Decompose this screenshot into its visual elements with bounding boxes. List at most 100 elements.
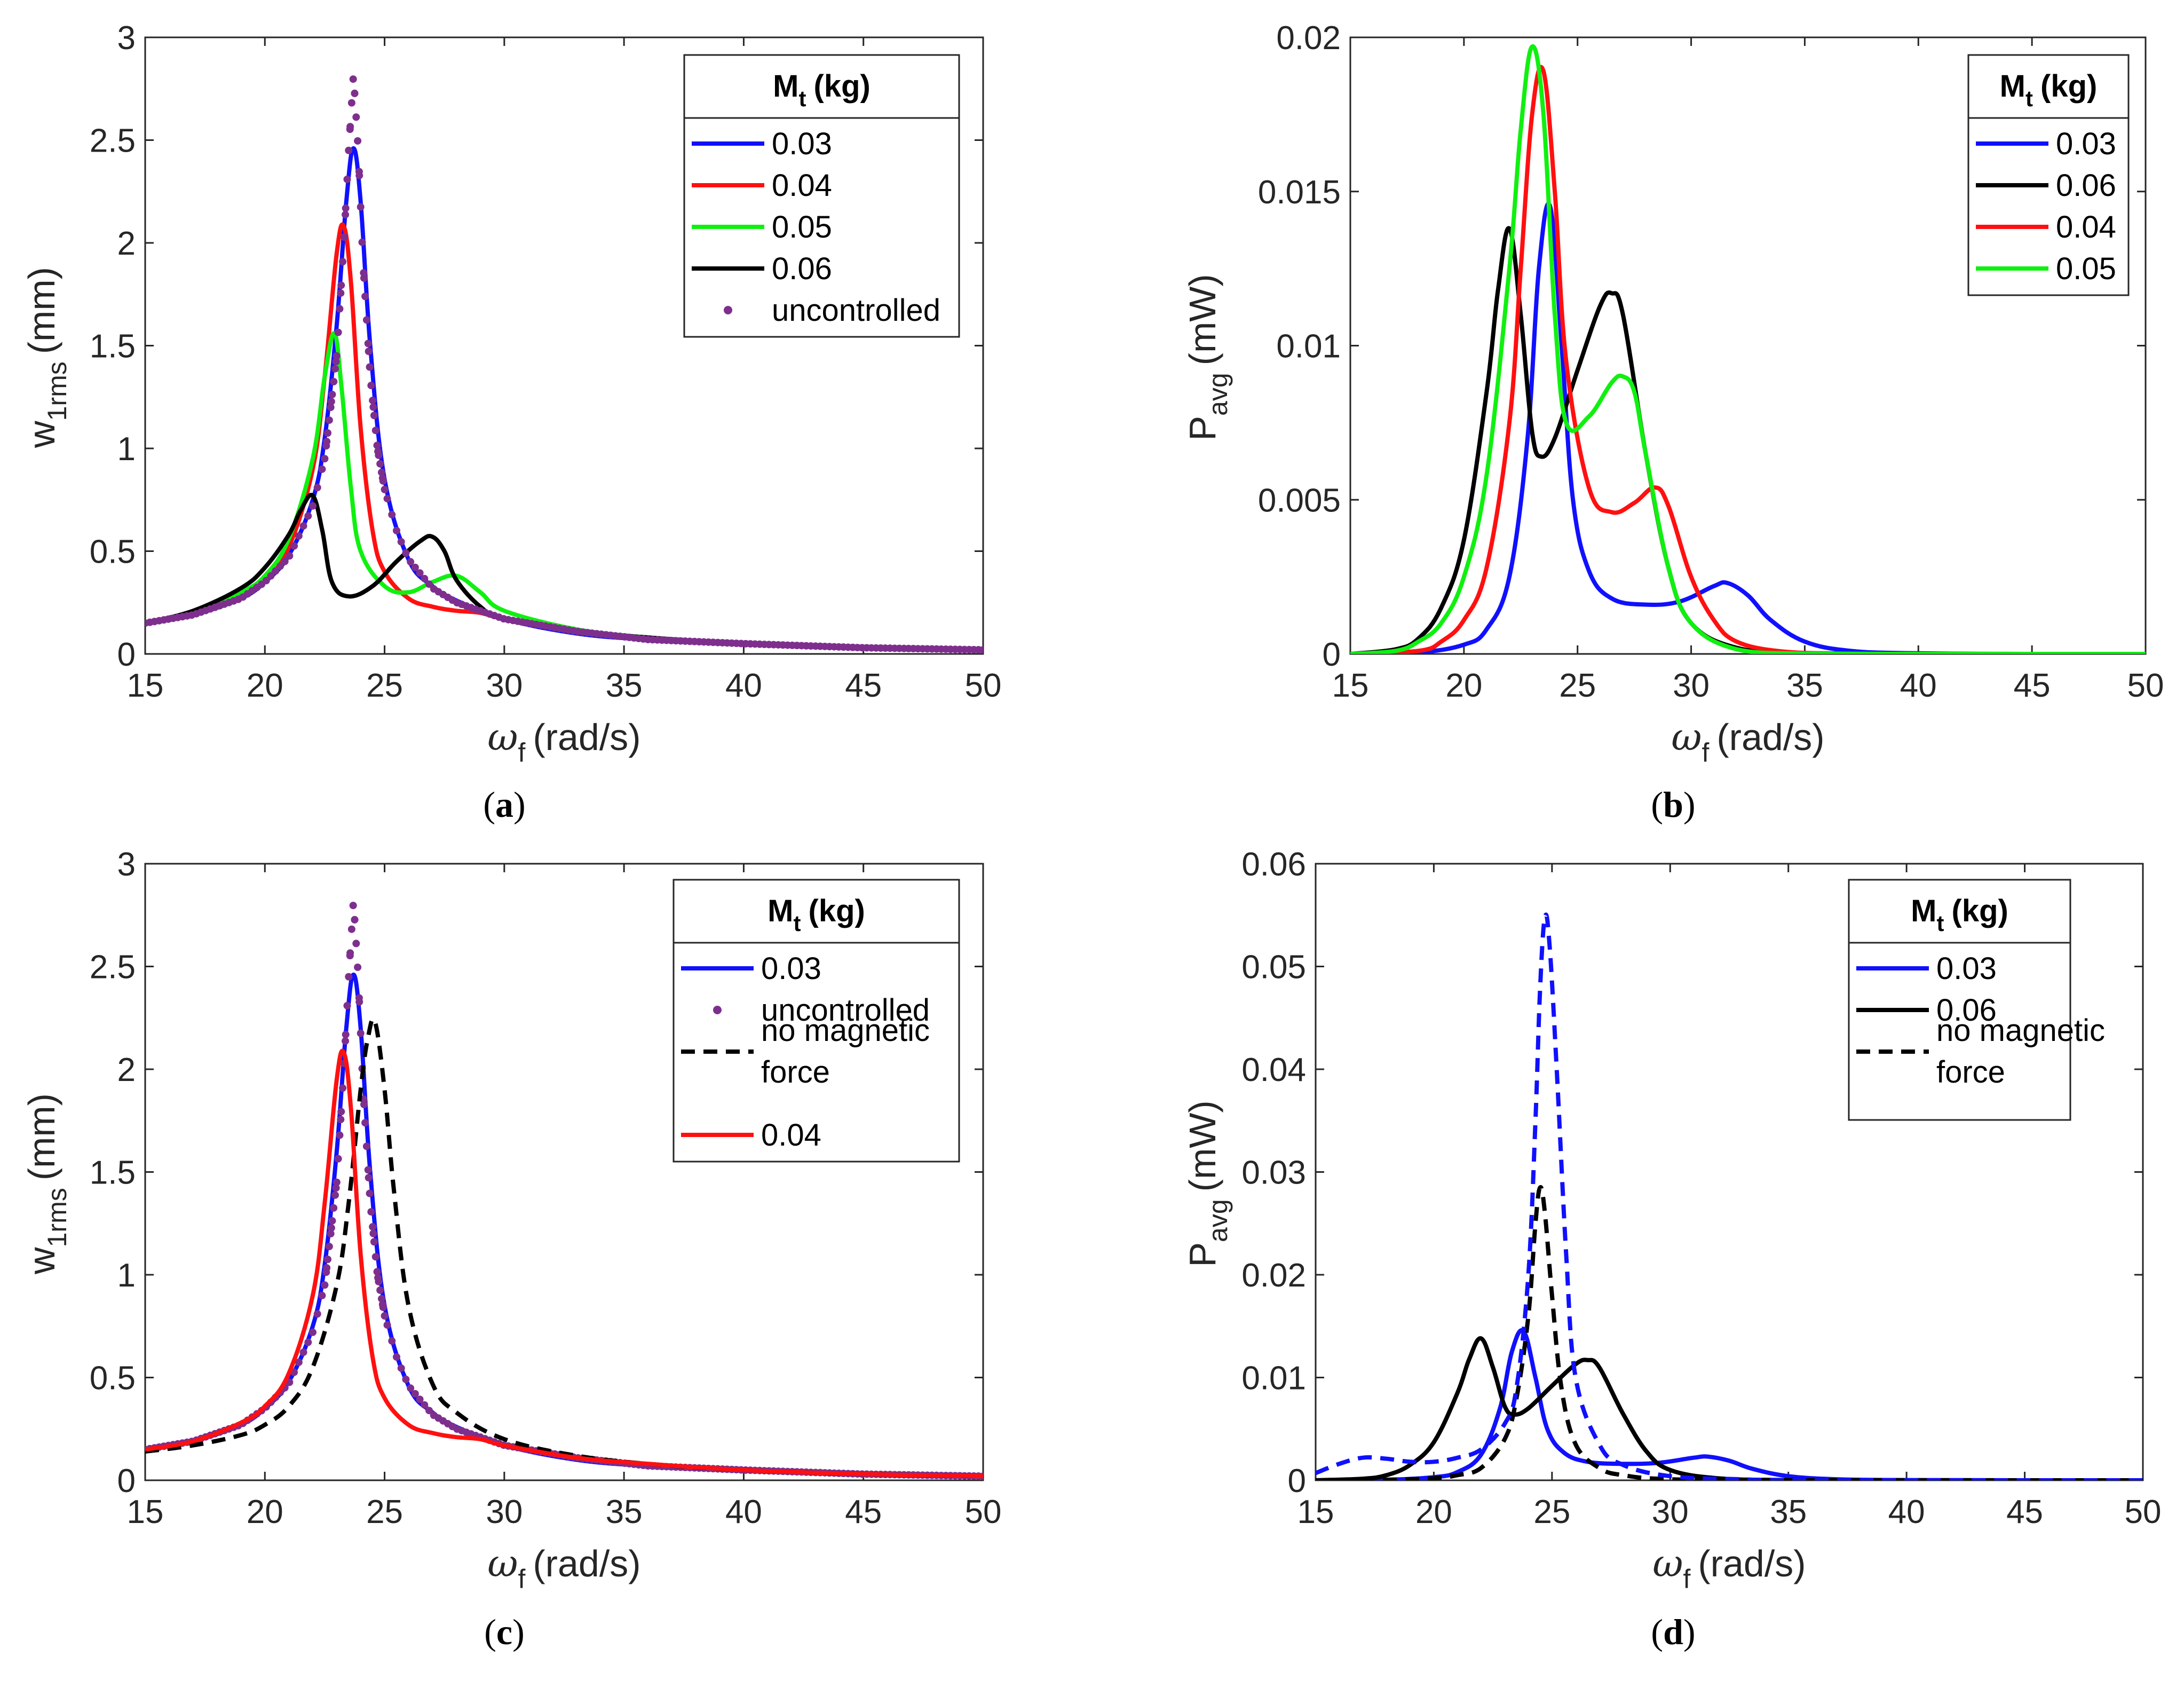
series-line-0.04: [145, 1048, 983, 1479]
legend-label: no magnetic: [761, 1013, 930, 1048]
data-point: [313, 484, 321, 492]
x-tick-label: 30: [486, 1494, 523, 1530]
x-tick-label: 40: [1900, 667, 1937, 704]
x-tick-label: 35: [606, 667, 643, 704]
data-point: [304, 512, 312, 520]
data-point: [358, 238, 366, 246]
legend-title: Mt (kg): [767, 894, 865, 936]
data-point: [407, 558, 415, 566]
x-tick-label: 50: [965, 1494, 1002, 1530]
legend-label: 0.04: [761, 1118, 821, 1153]
legend-label: 0.06: [1936, 993, 1997, 1028]
data-point: [322, 1268, 330, 1276]
legend-title: Mt (kg): [773, 69, 871, 111]
data-point: [330, 1204, 338, 1212]
legend-label: no magnetic: [1936, 1013, 2105, 1048]
x-tick-label: 15: [1332, 667, 1369, 704]
data-point: [411, 563, 419, 571]
data-point: [342, 1037, 350, 1045]
data-point: [328, 390, 336, 398]
data-point: [365, 348, 373, 356]
x-tick-label: 50: [2125, 1494, 2162, 1530]
y-tick-label: 2: [117, 225, 136, 262]
legend-label: 0.03: [772, 127, 832, 161]
data-point: [376, 1286, 384, 1294]
data-point: [290, 542, 298, 550]
data-point: [337, 281, 345, 289]
data-point: [346, 949, 354, 957]
data-point: [272, 567, 280, 575]
data-point: [357, 203, 365, 211]
series-line-extra-0: [1316, 912, 2143, 1480]
x-tick-label: 25: [366, 667, 403, 704]
x-tick-label: 30: [1652, 1494, 1689, 1530]
x-tick-label: 20: [1415, 1494, 1452, 1530]
legend: Mt (kg) 0.03 0.04 0.05 0.06 uncontrolled: [683, 54, 960, 338]
legend-box: [672, 879, 960, 1163]
data-point: [313, 1310, 321, 1318]
data-point: [354, 963, 362, 971]
data-point: [309, 1328, 316, 1336]
panel-caption: (a): [483, 784, 525, 825]
x-tick-label: 30: [486, 667, 523, 704]
data-point: [327, 1224, 335, 1232]
x-tick-label: 45: [845, 1494, 882, 1530]
x-tick-label: 15: [127, 1494, 164, 1530]
data-point: [367, 1208, 375, 1216]
data-point: [337, 289, 345, 297]
data-point: [343, 1001, 351, 1009]
x-tick-label: 45: [845, 667, 882, 704]
data-point: [393, 1353, 400, 1361]
data-point: [340, 233, 348, 241]
data-point: [411, 1390, 419, 1398]
data-point: [345, 146, 353, 154]
legend-box: [1967, 54, 2130, 296]
data-point: [324, 1256, 332, 1264]
data-point: [349, 902, 357, 910]
plot-series-group: [145, 902, 983, 1480]
legend-label: 0.04: [2056, 210, 2116, 244]
data-point: [351, 916, 359, 924]
data-point: [371, 427, 379, 435]
data-point: [421, 1401, 429, 1409]
y-tick-label: 2.5: [90, 949, 136, 986]
data-point: [376, 460, 384, 468]
y-tick-label: 0.01: [1276, 328, 1341, 365]
x-tick-label: 30: [1673, 667, 1710, 704]
data-point: [377, 468, 385, 476]
data-point: [339, 258, 347, 266]
data-point: [339, 1084, 347, 1092]
data-point: [334, 328, 342, 336]
x-tick-label: 20: [247, 1494, 283, 1530]
data-point: [333, 352, 341, 360]
y-tick-label: 0: [117, 1463, 136, 1500]
data-point: [379, 1303, 387, 1311]
x-tick-label: 35: [1786, 667, 1823, 704]
y-tick-label: 2.5: [90, 123, 136, 160]
x-axis-label: ωf (rad/s): [487, 715, 640, 768]
x-tick-label: 25: [1559, 667, 1596, 704]
y-axis-label: w1rms(mm): [21, 267, 72, 448]
data-point: [342, 211, 350, 219]
data-point: [407, 1384, 415, 1392]
x-tick-label: 35: [1770, 1494, 1807, 1530]
data-point: [281, 557, 289, 565]
data-point: [393, 527, 400, 534]
data-point: [295, 1358, 303, 1366]
x-axis-label: ωf (rad/s): [1671, 715, 1824, 768]
x-tick-label: 20: [1445, 667, 1482, 704]
data-point: [370, 412, 378, 420]
x-tick-label: 50: [2127, 667, 2164, 704]
legend-label: 0.03: [761, 951, 821, 986]
data-point: [352, 113, 360, 121]
data-point: [304, 1338, 312, 1346]
legend-label: 0.04: [772, 168, 832, 203]
y-tick-label: 0.5: [90, 534, 136, 571]
data-point: [366, 363, 374, 371]
series-uncontrolled: [145, 75, 983, 654]
data-point: [354, 137, 362, 145]
y-axis-label: w1rms(mm): [21, 1093, 72, 1275]
data-point: [336, 305, 344, 313]
legend-label: 0.05: [772, 210, 832, 244]
y-tick-label: 0: [117, 636, 136, 673]
